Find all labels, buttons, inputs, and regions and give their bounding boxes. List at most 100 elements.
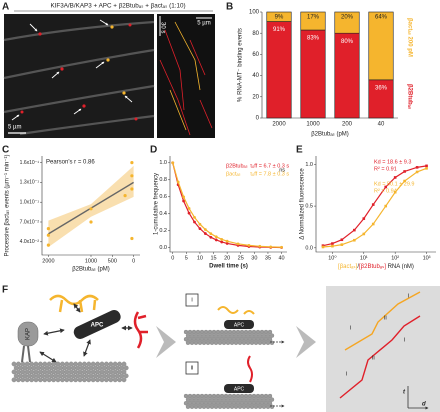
tubulin bbox=[263, 401, 269, 406]
tubulin bbox=[97, 365, 103, 371]
tubulin bbox=[27, 373, 32, 379]
tubulin bbox=[247, 401, 253, 406]
point bbox=[203, 228, 207, 231]
legend: R² = 0.94 bbox=[374, 188, 397, 194]
tubulin bbox=[88, 365, 94, 371]
point bbox=[425, 167, 428, 170]
tubulin bbox=[227, 393, 233, 399]
tubulin bbox=[247, 337, 253, 342]
tubulin bbox=[245, 404, 251, 409]
label: i bbox=[408, 294, 409, 300]
x-tick-label: 1000 bbox=[306, 122, 320, 128]
legend: Kd = 50.1 ± 29.9 bbox=[374, 181, 414, 187]
value-label: 17% bbox=[307, 15, 320, 21]
tubulin bbox=[239, 337, 245, 342]
tubulin bbox=[217, 397, 223, 402]
value-label: 64% bbox=[375, 15, 388, 21]
tubulin bbox=[195, 393, 201, 399]
tubulin bbox=[219, 337, 225, 342]
tubulin bbox=[211, 337, 217, 342]
y-tick-label: 0.5 bbox=[305, 204, 313, 210]
tubulin bbox=[75, 373, 81, 379]
x-tick-label: 30 bbox=[251, 255, 257, 261]
x-tick-label: 200 bbox=[342, 122, 353, 128]
point bbox=[209, 235, 213, 239]
tubulin bbox=[66, 365, 72, 371]
rna-orange bbox=[217, 306, 255, 315]
tubulin bbox=[253, 333, 259, 338]
point bbox=[123, 194, 127, 198]
panel-letter: B bbox=[226, 2, 233, 13]
point bbox=[353, 228, 356, 232]
label: t bbox=[403, 390, 406, 396]
tubulin bbox=[13, 365, 19, 371]
tubulin bbox=[247, 393, 253, 399]
tubulin bbox=[205, 333, 211, 338]
tubulin bbox=[261, 333, 267, 338]
tubulin bbox=[112, 377, 118, 383]
tubulin bbox=[51, 361, 56, 367]
tubulin bbox=[207, 401, 213, 406]
tubulin bbox=[263, 393, 269, 399]
x-tick-label: 10¹ bbox=[360, 255, 368, 261]
tubulin bbox=[235, 393, 241, 399]
tubulin bbox=[123, 373, 129, 379]
tubulin bbox=[233, 340, 239, 345]
y-axis-label: Processive βactₐₛ events (µm⁻¹ min⁻¹) bbox=[5, 154, 11, 256]
point bbox=[187, 211, 191, 215]
y-tick-label: 0.0 bbox=[159, 245, 167, 251]
tubulin bbox=[108, 361, 114, 367]
tubulin bbox=[211, 329, 217, 335]
tubulin bbox=[229, 404, 235, 409]
point bbox=[89, 207, 93, 211]
tubulin bbox=[233, 397, 239, 402]
tubulin bbox=[227, 401, 233, 406]
tubulin bbox=[106, 373, 111, 379]
tubulin bbox=[86, 361, 92, 367]
point bbox=[340, 243, 344, 246]
tubulin bbox=[251, 337, 257, 342]
tubulin bbox=[121, 377, 127, 383]
y-tick-label: 1.3x10⁻¹ bbox=[20, 180, 40, 186]
tubulin bbox=[187, 337, 193, 342]
label: d bbox=[422, 402, 426, 408]
fit-curve bbox=[322, 165, 427, 247]
tubulin bbox=[231, 329, 237, 335]
point bbox=[220, 240, 224, 244]
tubulin bbox=[185, 397, 191, 402]
axes bbox=[41, 156, 140, 256]
tubulin bbox=[189, 333, 195, 338]
tubulin bbox=[235, 337, 241, 342]
tubulin bbox=[253, 404, 259, 409]
legend-name: β2Btubₐₛ bbox=[226, 163, 248, 169]
y-tick-label: 1.0 bbox=[159, 160, 167, 166]
tubulin bbox=[11, 369, 17, 375]
tubulin bbox=[79, 373, 85, 379]
tubulin bbox=[265, 333, 271, 338]
tubulin bbox=[115, 373, 120, 379]
confidence-band bbox=[48, 165, 134, 248]
tubulin bbox=[219, 393, 225, 399]
tubulin bbox=[101, 373, 107, 379]
point bbox=[331, 244, 334, 248]
tubulin bbox=[71, 365, 76, 371]
axes-arrows bbox=[407, 386, 428, 408]
point bbox=[214, 238, 218, 242]
tubulin bbox=[119, 373, 125, 379]
label: KAP bbox=[26, 328, 32, 340]
y-tick-label: 80 bbox=[252, 31, 259, 37]
point bbox=[220, 237, 224, 241]
point bbox=[258, 244, 262, 248]
x-tick-label: 10 bbox=[197, 255, 203, 261]
tubulin bbox=[66, 373, 72, 379]
tubulin bbox=[243, 393, 249, 399]
tubulin bbox=[221, 404, 227, 409]
bar-segment bbox=[368, 11, 394, 81]
tubulin bbox=[55, 361, 61, 367]
tubulin bbox=[53, 365, 59, 371]
y-tick-label: 60 bbox=[252, 52, 259, 58]
tubulin bbox=[237, 404, 243, 409]
tubulin bbox=[29, 369, 34, 375]
tubulin bbox=[241, 397, 247, 402]
